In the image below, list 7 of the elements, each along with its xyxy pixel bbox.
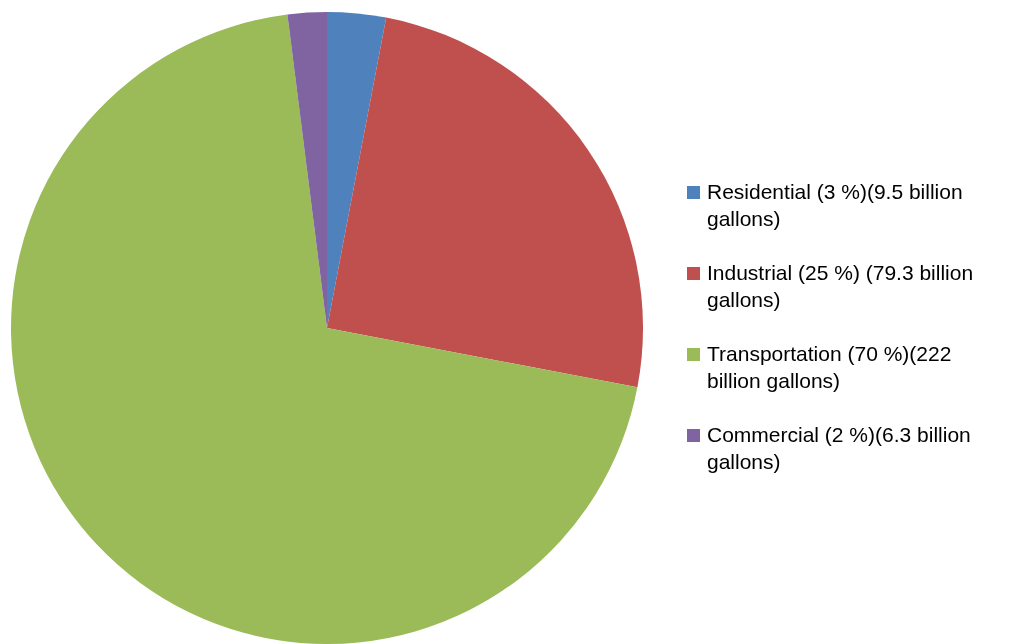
pie-slice: [327, 12, 387, 328]
pie-slice: [11, 14, 638, 644]
pie-slice: [327, 17, 643, 388]
legend-label: Commercial (2 %)(6.3 billion gallons): [707, 421, 972, 475]
legend-label: Transportation (70 %)(222 billion gallons): [707, 340, 953, 394]
legend-label: Industrial (25 %) (79.3 billion gallons): [707, 259, 975, 313]
legend-label: Residential (3 %)(9.5 billion gallons): [707, 178, 964, 232]
